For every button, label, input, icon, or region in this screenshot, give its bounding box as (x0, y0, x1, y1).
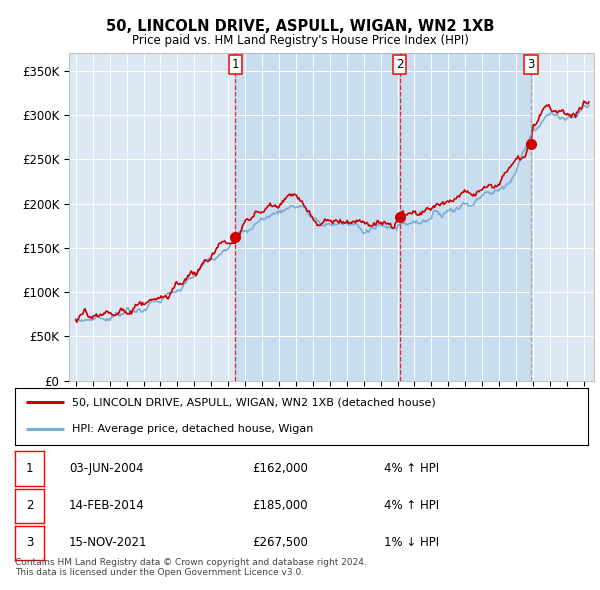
Text: 4% ↑ HPI: 4% ↑ HPI (384, 462, 439, 475)
Text: £267,500: £267,500 (252, 536, 308, 549)
Text: Price paid vs. HM Land Registry's House Price Index (HPI): Price paid vs. HM Land Registry's House … (131, 34, 469, 47)
Text: 14-FEB-2014: 14-FEB-2014 (69, 499, 145, 512)
Text: 4% ↑ HPI: 4% ↑ HPI (384, 499, 439, 512)
Text: 03-JUN-2004: 03-JUN-2004 (69, 462, 143, 475)
Text: 2: 2 (26, 499, 33, 512)
Text: 3: 3 (527, 58, 535, 71)
Text: 1: 1 (26, 462, 33, 475)
Bar (235, 53, 400, 381)
Text: HPI: Average price, detached house, Wigan: HPI: Average price, detached house, Wiga… (73, 424, 314, 434)
Text: 50, LINCOLN DRIVE, ASPULL, WIGAN, WN2 1XB: 50, LINCOLN DRIVE, ASPULL, WIGAN, WN2 1X… (106, 19, 494, 34)
Bar (400, 53, 531, 381)
Text: 1% ↓ HPI: 1% ↓ HPI (384, 536, 439, 549)
Text: £162,000: £162,000 (252, 462, 308, 475)
Text: £185,000: £185,000 (252, 499, 308, 512)
Text: 1: 1 (232, 58, 239, 71)
Text: Contains HM Land Registry data © Crown copyright and database right 2024.
This d: Contains HM Land Registry data © Crown c… (15, 558, 367, 577)
Text: 3: 3 (26, 536, 33, 549)
Text: 2: 2 (396, 58, 403, 71)
Text: 15-NOV-2021: 15-NOV-2021 (69, 536, 148, 549)
Text: 50, LINCOLN DRIVE, ASPULL, WIGAN, WN2 1XB (detached house): 50, LINCOLN DRIVE, ASPULL, WIGAN, WN2 1X… (73, 397, 436, 407)
